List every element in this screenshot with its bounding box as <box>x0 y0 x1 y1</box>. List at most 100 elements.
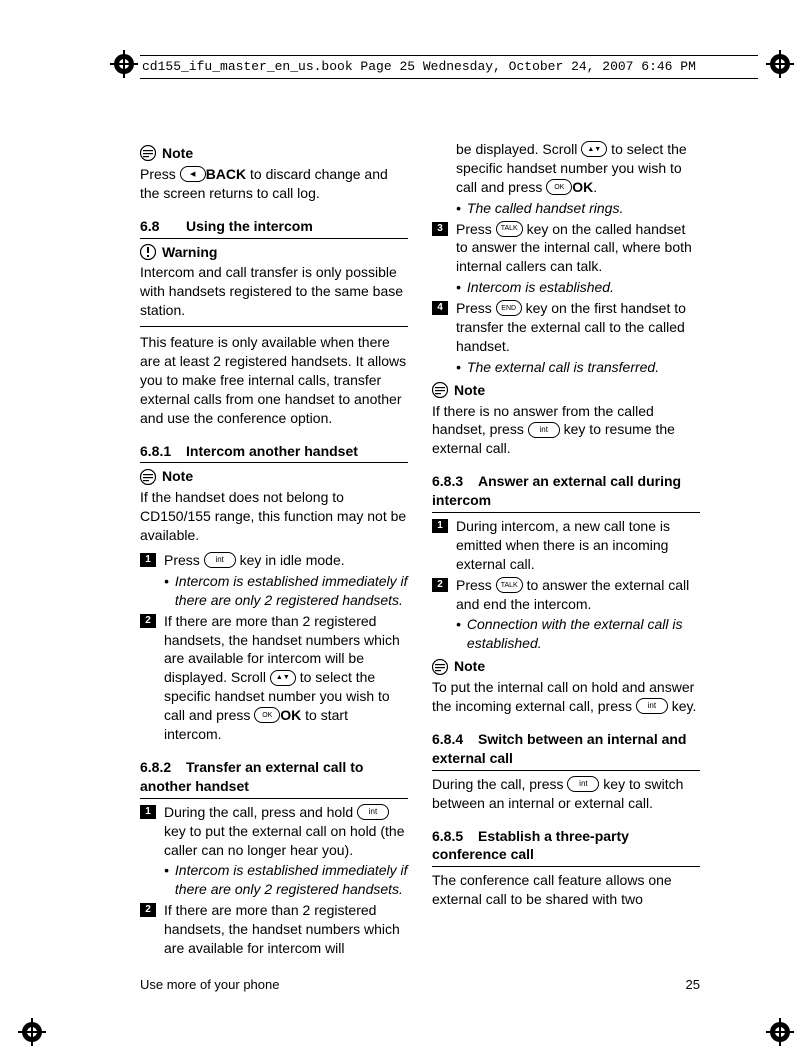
step-1c: 1 During intercom, a new call tone is em… <box>432 517 700 574</box>
step-marker: 2 <box>432 578 448 592</box>
key-scroll: ▲▼ <box>581 141 607 157</box>
framemaker-header: cd155_ifu_master_en_us.book Page 25 Wedn… <box>140 55 758 79</box>
note1-body: Press ◀BACK to discard change and the sc… <box>140 165 408 203</box>
step-body: During intercom, a new call tone is emit… <box>456 517 700 574</box>
step-marker: 3 <box>432 222 448 236</box>
txt: key in idle mode. <box>236 552 345 568</box>
section-6-8-2: 6.8.2Transfer an external call to anothe… <box>140 758 408 799</box>
page-body: Note Press ◀BACK to discard change and t… <box>140 140 700 958</box>
step-1: 1 Press int key in idle mode. •Intercom … <box>140 551 408 610</box>
warning-label: Warning <box>162 243 217 262</box>
key-end: END <box>496 300 522 316</box>
txt: Connection with the external call is est… <box>467 615 700 653</box>
warning-body2: This feature is only available when ther… <box>140 333 408 427</box>
step-marker: 2 <box>140 903 156 917</box>
step-marker: 4 <box>432 301 448 315</box>
sec-num: 6.8.2 <box>140 758 186 777</box>
dash: • <box>164 861 169 899</box>
key-int: int <box>567 776 599 792</box>
note-label: Note <box>162 467 193 486</box>
sec-num: 6.8.3 <box>432 472 478 491</box>
note-label: Note <box>454 657 485 676</box>
section-6-8-1: 6.8.1Intercom another handset <box>140 442 408 464</box>
footer-page-number: 25 <box>686 976 700 994</box>
warning-icon <box>140 244 156 260</box>
note-icon <box>140 469 156 485</box>
txt: Intercom is established. <box>467 278 614 297</box>
step-marker: 1 <box>140 805 156 819</box>
note-icon <box>140 145 156 161</box>
footer-left: Use more of your phone <box>140 976 279 994</box>
step-2c: 2 Press TALK to answer the external call… <box>432 576 700 654</box>
bullet: • The called handset rings. <box>456 199 700 218</box>
key-ok: OK <box>254 707 280 723</box>
sec-title: Using the intercom <box>186 218 313 234</box>
txt: Intercom is established immediately if t… <box>175 572 408 610</box>
key-int: int <box>357 804 389 820</box>
note-label: Note <box>454 381 485 400</box>
txt: key to put the external call on hold (th… <box>164 823 404 858</box>
key-scroll: ▲▼ <box>270 670 296 686</box>
step-body: If there are more than 2 registered hand… <box>164 612 408 744</box>
step-marker: 2 <box>140 614 156 628</box>
key-int: int <box>636 698 668 714</box>
divider <box>140 326 408 327</box>
txt: Press <box>456 577 496 593</box>
note-label: Note <box>162 144 193 163</box>
note2-body: If the handset does not belong to CD150/… <box>140 488 408 545</box>
sec-num: 6.8.5 <box>432 827 478 846</box>
reg-mark-tl <box>110 50 138 78</box>
header-text: cd155_ifu_master_en_us.book Page 25 Wedn… <box>142 58 696 76</box>
section-6-8-3: 6.8.3Answer an external call during inte… <box>432 472 700 513</box>
step-marker: 1 <box>140 553 156 567</box>
sec-num: 6.8.1 <box>140 442 186 461</box>
dash: • <box>164 572 169 610</box>
step-2b: 2 If there are more than 2 registered ha… <box>140 901 408 958</box>
step-body: Press TALK to answer the external call a… <box>456 576 700 654</box>
sec-num: 6.8 <box>140 217 186 236</box>
dash: • <box>456 278 461 297</box>
txt: key. <box>668 698 697 714</box>
reg-mark-tr <box>766 50 794 78</box>
s684-body: During the call, press int key to switch… <box>432 775 700 813</box>
txt: . <box>593 179 597 195</box>
txt: Intercom is established immediately if t… <box>175 861 408 899</box>
section-6-8-4: 6.8.4Switch between an internal and exte… <box>432 730 700 771</box>
s685-body: The conference call feature allows one e… <box>432 871 700 909</box>
step-4: 4 Press END key on the first handset to … <box>432 299 700 377</box>
right-column: be displayed. Scroll ▲▼ to select the sp… <box>432 140 700 958</box>
sec-num: 6.8.4 <box>432 730 478 749</box>
note4-body: To put the internal call on hold and ans… <box>432 678 700 716</box>
txt: During the call, press <box>432 776 567 792</box>
note-row-2: Note <box>140 467 408 486</box>
warning-row: Warning <box>140 243 408 262</box>
back-label: BACK <box>206 166 246 182</box>
txt: The external call is transferred. <box>467 358 659 377</box>
note-row-1: Note <box>140 144 408 163</box>
bullet: •Intercom is established immediately if … <box>164 572 408 610</box>
key-talk: TALK <box>496 221 523 237</box>
bullet: • Intercom is established. <box>456 278 700 297</box>
step-marker: 1 <box>432 519 448 533</box>
dash: • <box>456 615 461 653</box>
step-body: If there are more than 2 registered hand… <box>164 901 408 958</box>
key-ok: OK <box>546 179 572 195</box>
txt: The called handset rings. <box>467 199 623 218</box>
bullet: • The external call is transferred. <box>456 358 700 377</box>
txt: Press <box>164 552 204 568</box>
step-3: 3 Press TALK key on the called handset t… <box>432 220 700 298</box>
bullet: •Intercom is established immediately if … <box>164 861 408 899</box>
left-column: Note Press ◀BACK to discard change and t… <box>140 140 408 958</box>
warning-body: Intercom and call transfer is only possi… <box>140 263 408 320</box>
reg-mark-br <box>766 1018 794 1046</box>
note-row-3: Note <box>432 381 700 400</box>
step-2: 2 If there are more than 2 registered ha… <box>140 612 408 744</box>
page-footer: Use more of your phone 25 <box>140 976 700 994</box>
section-6-8-5: 6.8.5Establish a three-party conference … <box>432 827 700 868</box>
step-body: During the call, press and hold int key … <box>164 803 408 899</box>
dash: • <box>456 358 461 377</box>
key-int: int <box>204 552 236 568</box>
dash: • <box>456 199 461 218</box>
note-icon <box>432 382 448 398</box>
step-1b: 1 During the call, press and hold int ke… <box>140 803 408 899</box>
